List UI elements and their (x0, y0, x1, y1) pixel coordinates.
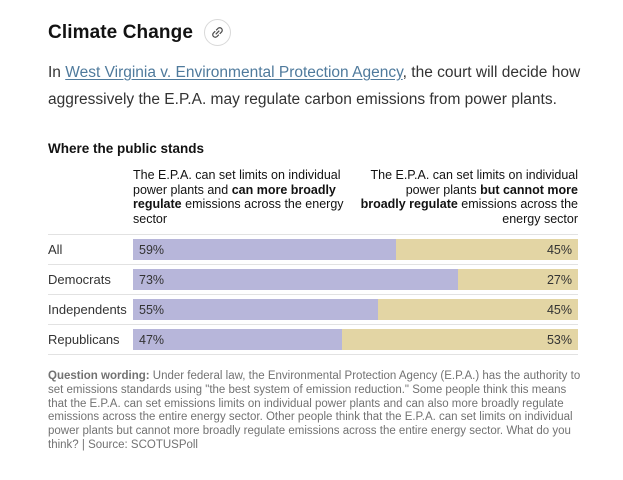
chart-row: Democrats 73% 27% (48, 264, 578, 294)
bar-right-segment: 45% (395, 239, 578, 260)
page-title: Climate Change (48, 21, 193, 43)
header-left-bold: can more broadly regulate (133, 182, 336, 212)
header-right-pre: The E.P.A. can set limits on individual … (370, 168, 578, 197)
row-label: Independents (48, 302, 127, 317)
header-left-pre: The E.P.A. can set limits on individual … (133, 168, 341, 197)
chart-heading: Where the public stands (48, 141, 205, 156)
bar-left-segment: 55% (133, 299, 378, 320)
question-wording-footnote: Question wording: Under federal law, the… (48, 370, 588, 453)
permalink-button[interactable] (204, 19, 231, 46)
bar-left-value: 59% (139, 242, 165, 257)
bar-left-value: 47% (139, 332, 165, 347)
header-right-bold: but cannot more broadly regulate (360, 182, 578, 212)
bar-right-segment: 27% (457, 269, 578, 290)
footnote-label: Question wording: (48, 370, 150, 382)
row-bar: 55% 45% (133, 299, 578, 320)
chart-rows: All 59% 45% Democrats 73% 27% Independen… (48, 234, 578, 355)
chart-row: All 59% 45% (48, 234, 578, 264)
case-link[interactable]: West Virginia v. Environmental Protectio… (65, 64, 403, 81)
article-card: Climate Change In West Virginia v. Envir… (48, 19, 588, 453)
row-bar: 73% 27% (133, 269, 578, 290)
column-headers: The E.P.A. can set limits on individual … (133, 168, 578, 226)
bar-right-value: 53% (546, 332, 572, 347)
row-label: Republicans (48, 332, 120, 347)
column-header-right: The E.P.A. can set limits on individual … (358, 168, 578, 226)
row-bar: 47% 53% (133, 329, 578, 350)
bar-right-value: 27% (546, 272, 572, 287)
row-label: Democrats (48, 272, 111, 287)
link-icon (212, 27, 223, 38)
bar-right-value: 45% (546, 302, 572, 317)
row-label: All (48, 242, 63, 257)
column-header-left: The E.P.A. can set limits on individual … (133, 168, 358, 226)
intro-paragraph: In West Virginia v. Environmental Protec… (48, 59, 585, 113)
intro-prefix: In (48, 64, 66, 81)
title-row: Climate Change (48, 19, 578, 46)
bar-right-segment: 45% (377, 299, 578, 320)
bar-left-value: 55% (139, 302, 165, 317)
intro-suffix: , the court will decide how aggressively… (48, 64, 581, 108)
header-left-post: emissions across the energy sector (133, 197, 344, 226)
stacked-bar-chart: The E.P.A. can set limits on individual … (48, 168, 578, 355)
chart-row: Independents 55% 45% (48, 294, 578, 324)
chart-row: Republicans 47% 53% (48, 324, 578, 354)
bar-left-segment: 47% (133, 329, 343, 350)
row-bar: 59% 45% (133, 239, 578, 260)
bar-right-value: 45% (546, 242, 572, 257)
bar-left-segment: 73% (133, 269, 458, 290)
bar-right-segment: 53% (342, 329, 578, 350)
bar-left-segment: 59% (133, 239, 396, 260)
footnote-text: Under federal law, the Environmental Pro… (48, 370, 581, 451)
bar-left-value: 73% (139, 272, 165, 287)
header-right-post: emissions across the energy sector (457, 197, 578, 226)
